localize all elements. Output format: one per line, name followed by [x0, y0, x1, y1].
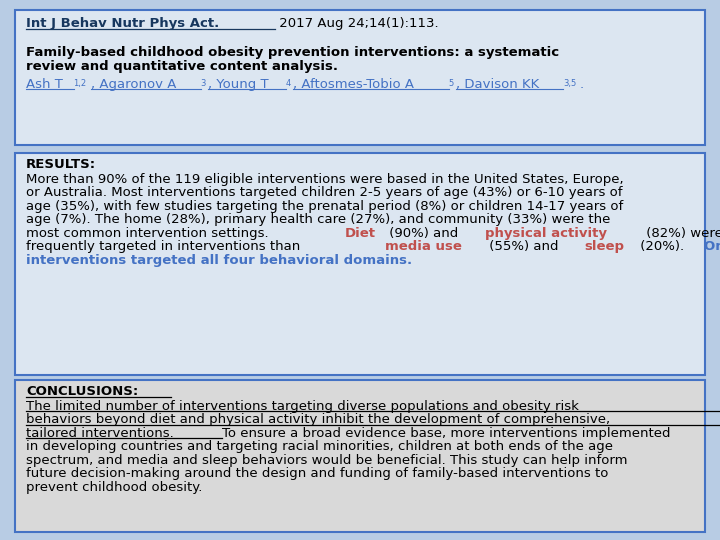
- Text: spectrum, and media and sleep behaviors would be beneficial. This study can help: spectrum, and media and sleep behaviors …: [26, 454, 628, 467]
- Text: Int J Behav Nutr Phys Act.: Int J Behav Nutr Phys Act.: [26, 17, 220, 30]
- Text: More than 90% of the 119 eligible interventions were based in the United States,: More than 90% of the 119 eligible interv…: [26, 173, 624, 186]
- Text: sleep: sleep: [585, 240, 625, 253]
- Text: review and quantitative content analysis.: review and quantitative content analysis…: [26, 60, 338, 73]
- Text: 3,5: 3,5: [563, 79, 576, 88]
- Text: or Australia. Most interventions targeted children 2-5 years of age (43%) or 6-1: or Australia. Most interventions targete…: [26, 186, 623, 199]
- Text: The limited number of interventions targeting diverse populations and obesity ri: The limited number of interventions targ…: [26, 400, 579, 413]
- Text: age (35%), with few studies targeting the prenatal period (8%) or children 14-17: age (35%), with few studies targeting th…: [26, 200, 624, 213]
- Text: prevent childhood obesity.: prevent childhood obesity.: [26, 481, 202, 494]
- Text: behaviors beyond diet and physical activity inhibit the development of comprehen: behaviors beyond diet and physical activ…: [26, 413, 610, 427]
- Text: physical activity: physical activity: [485, 227, 606, 240]
- Text: Ash T: Ash T: [26, 78, 63, 91]
- Text: .: .: [580, 78, 584, 91]
- Text: 1,2: 1,2: [73, 79, 86, 88]
- Text: (20%).: (20%).: [636, 240, 689, 253]
- Text: media use: media use: [385, 240, 462, 253]
- FancyBboxPatch shape: [15, 380, 705, 532]
- Text: Only 16% of: Only 16% of: [704, 240, 720, 253]
- Text: most common intervention settings.: most common intervention settings.: [26, 227, 273, 240]
- Text: To ensure a broad evidence base, more interventions implemented: To ensure a broad evidence base, more in…: [222, 427, 670, 440]
- Text: tailored interventions.: tailored interventions.: [26, 427, 178, 440]
- FancyBboxPatch shape: [15, 10, 705, 145]
- Text: , Davison KK: , Davison KK: [456, 78, 539, 91]
- Text: , Aftosmes-Tobio A: , Aftosmes-Tobio A: [292, 78, 413, 91]
- Text: (90%) and: (90%) and: [384, 227, 462, 240]
- Text: 4: 4: [286, 79, 291, 88]
- Text: Diet: Diet: [345, 227, 376, 240]
- FancyBboxPatch shape: [15, 153, 705, 375]
- Text: age (7%). The home (28%), primary health care (27%), and community (33%) were th: age (7%). The home (28%), primary health…: [26, 213, 611, 226]
- Text: (55%) and: (55%) and: [485, 240, 562, 253]
- Text: CONCLUSIONS:: CONCLUSIONS:: [26, 385, 138, 398]
- Text: Family-based childhood obesity prevention interventions: a systematic: Family-based childhood obesity preventio…: [26, 46, 559, 59]
- Text: , Agaronov A: , Agaronov A: [91, 78, 176, 91]
- Text: , Young T: , Young T: [207, 78, 269, 91]
- Text: 5: 5: [449, 79, 454, 88]
- Text: RESULTS:: RESULTS:: [26, 158, 96, 171]
- Text: future decision-making around the design and funding of family-based interventio: future decision-making around the design…: [26, 467, 608, 481]
- Text: (82%) were more: (82%) were more: [642, 227, 720, 240]
- Text: interventions targeted all four behavioral domains.: interventions targeted all four behavior…: [26, 254, 412, 267]
- Text: 2017 Aug 24;14(1):113.: 2017 Aug 24;14(1):113.: [275, 17, 439, 30]
- Text: 3: 3: [201, 79, 206, 88]
- Text: in developing countries and targeting racial minorities, children at both ends o: in developing countries and targeting ra…: [26, 440, 613, 454]
- Text: frequently targeted in interventions than: frequently targeted in interventions tha…: [26, 240, 305, 253]
